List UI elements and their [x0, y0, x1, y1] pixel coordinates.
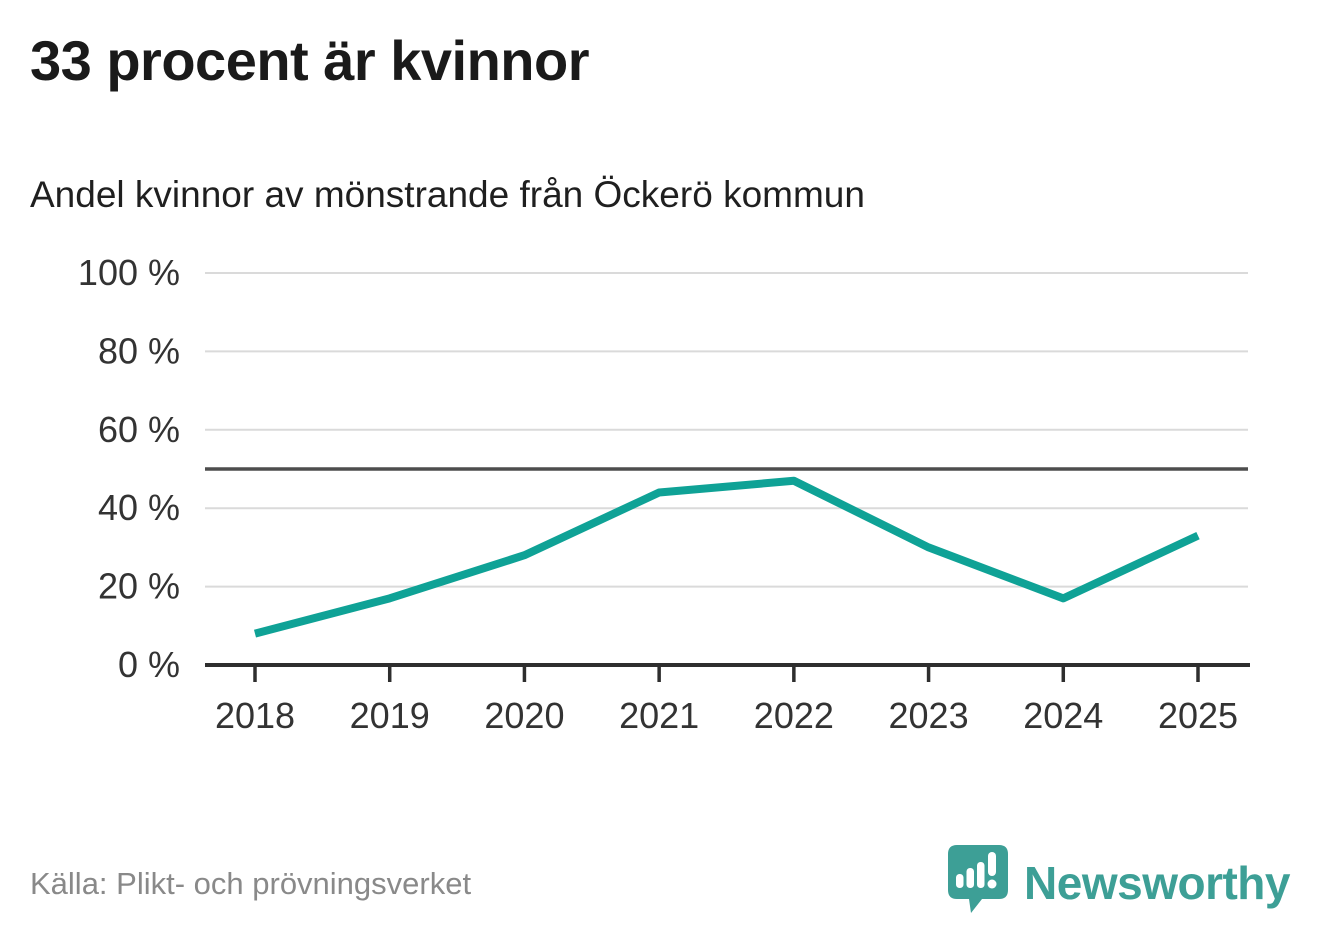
x-tick-label: 2022: [754, 695, 834, 736]
source-note: Källa: Plikt- och prövningsverket: [30, 866, 472, 901]
y-tick-label: 40 %: [98, 487, 180, 528]
y-tick-label: 100 %: [78, 252, 180, 293]
y-tick-label: 0 %: [118, 644, 180, 685]
x-tick-label: 2021: [619, 695, 699, 736]
x-tick-label: 2023: [889, 695, 969, 736]
newsworthy-logo: Newsworthy: [946, 843, 1290, 922]
x-tick-label: 2025: [1158, 695, 1238, 736]
newsworthy-logo-icon: [946, 843, 1010, 922]
x-tick-label: 2019: [350, 695, 430, 736]
chart-title: 33 procent är kvinnor: [30, 29, 590, 92]
x-tick-label: 2024: [1023, 695, 1103, 736]
chart-subtitle: Andel kvinnor av mönstrande från Öckerö …: [30, 174, 865, 215]
x-tick-label: 2020: [484, 695, 564, 736]
y-tick-label: 80 %: [98, 330, 180, 371]
newsworthy-logo-text: Newsworthy: [1024, 856, 1290, 909]
y-tick-label: 20 %: [98, 566, 180, 607]
x-tick-label: 2018: [215, 695, 295, 736]
y-tick-label: 60 %: [98, 409, 180, 450]
data-line: [253, 476, 1200, 638]
